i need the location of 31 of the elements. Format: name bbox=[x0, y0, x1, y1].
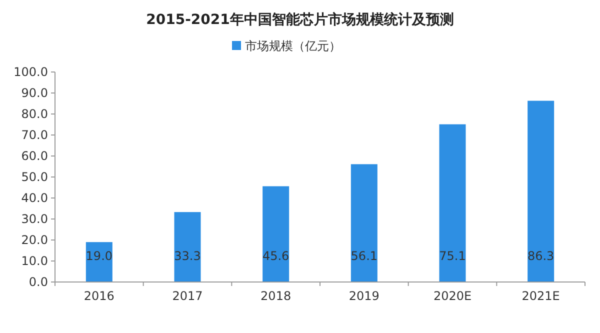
y-tick-label: 80.0 bbox=[21, 107, 48, 121]
legend-label: 市场规模（亿元） bbox=[245, 39, 341, 53]
data-label: 56.1 bbox=[350, 249, 378, 263]
bar bbox=[86, 242, 112, 282]
y-tick-label: 90.0 bbox=[21, 86, 48, 100]
bar bbox=[528, 100, 554, 282]
y-tick-label: 60.0 bbox=[21, 149, 48, 163]
data-label: 86.3 bbox=[527, 249, 554, 263]
x-tick-label: 2021E bbox=[522, 289, 560, 303]
x-tick-label: 2020E bbox=[433, 289, 472, 303]
data-label: 45.6 bbox=[262, 249, 290, 263]
x-tick-label: 2016 bbox=[84, 289, 114, 303]
y-tick-label: 20.0 bbox=[21, 233, 48, 247]
y-tick-label: 50.0 bbox=[21, 170, 48, 184]
y-tick-label: 0.0 bbox=[28, 275, 48, 289]
x-tick-label: 2017 bbox=[172, 289, 203, 303]
bar bbox=[350, 164, 378, 282]
bar bbox=[262, 186, 290, 282]
chart-title: 2015-2021年中国智能芯片市场规模统计及预测 bbox=[146, 11, 454, 28]
y-tick-label: 100.0 bbox=[14, 65, 48, 79]
bar bbox=[439, 124, 466, 282]
y-tick-label: 30.0 bbox=[21, 212, 48, 226]
bar bbox=[174, 212, 201, 282]
data-label: 19.0 bbox=[86, 249, 113, 263]
y-tick-label: 40.0 bbox=[21, 191, 48, 205]
y-tick-label: 10.0 bbox=[21, 254, 48, 268]
y-tick-label: 70.0 bbox=[21, 128, 48, 142]
data-label: 33.3 bbox=[174, 249, 201, 263]
x-tick-label: 2019 bbox=[348, 289, 380, 303]
x-tick-label: 2018 bbox=[260, 289, 292, 303]
data-label: 75.1 bbox=[439, 249, 466, 263]
